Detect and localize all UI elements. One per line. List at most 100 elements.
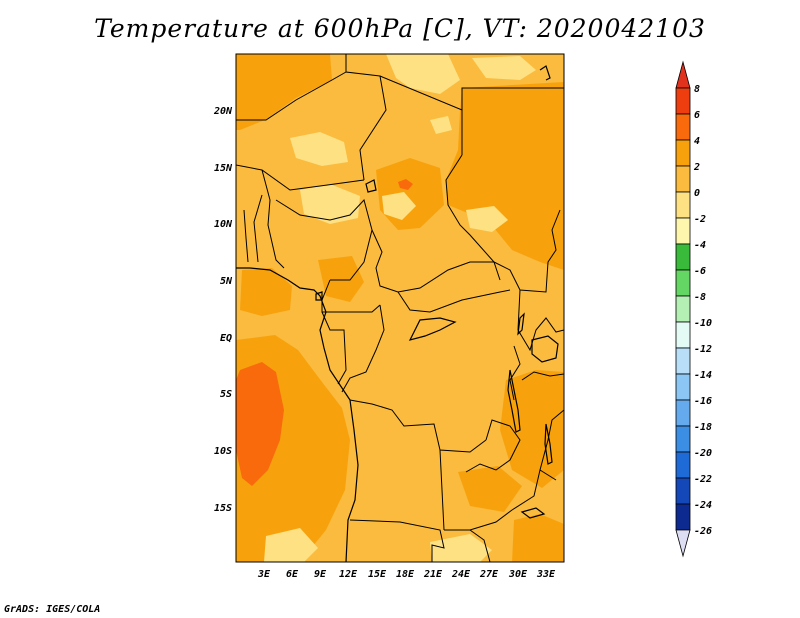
latitude-axis: 20N 15N 10N 5N EQ 5S 10S 15S xyxy=(213,106,233,514)
colorbar xyxy=(675,60,691,558)
border-namibia-botswana xyxy=(469,529,491,562)
coastlines xyxy=(236,65,559,562)
lon-label-6e: 6E xyxy=(286,569,299,580)
border-tanzania xyxy=(521,371,564,381)
colorbar-box-m26-m24 xyxy=(675,503,691,531)
shade-m2-0-sahara xyxy=(386,54,460,94)
border-cameroon-congo xyxy=(321,279,381,313)
shade-2-4-north xyxy=(236,54,332,130)
colorbar-box-6-8 xyxy=(675,87,691,115)
border-drc-angola xyxy=(349,399,487,453)
coast-bioko xyxy=(315,291,323,301)
lat-label-5s: 5S xyxy=(220,389,232,400)
colorbar-bottom-arrow xyxy=(675,529,691,558)
temperature-field xyxy=(236,54,564,562)
border-niger-chad xyxy=(359,75,387,181)
colorbar-box-m6-m4 xyxy=(675,243,691,271)
congo-river xyxy=(408,317,457,341)
lon-label-9e: 9E xyxy=(314,569,327,580)
shade-2-4-sudan xyxy=(446,82,564,270)
colorbar-label-6: 6 xyxy=(694,110,700,121)
colorbar-label-m14: -14 xyxy=(694,370,712,381)
colorbar-label-m18: -18 xyxy=(694,422,712,433)
colorbar-box-m18-m16 xyxy=(675,399,691,427)
lat-label-20n: 20N xyxy=(213,106,233,117)
shade-m2-0-sahel xyxy=(290,132,348,166)
lat-label-10s: 10S xyxy=(214,446,232,457)
colorbar-label-m6: -6 xyxy=(694,266,706,277)
shade-4-6-chad-spot xyxy=(398,179,413,190)
colorbar-box-m2-0 xyxy=(675,191,691,219)
colorbar-box-2-4 xyxy=(675,139,691,167)
colorbar-box-m24-m22 xyxy=(675,477,691,505)
shade-m2-0-southcentral xyxy=(430,534,492,562)
country-borders xyxy=(236,54,564,562)
border-mali-niger xyxy=(236,164,365,191)
lake-kariba xyxy=(520,507,546,519)
lat-label-10n: 10N xyxy=(214,219,233,230)
border-algeria-niger xyxy=(236,71,347,121)
colorbar-box-m8-m6 xyxy=(675,269,691,297)
border-rwanda-burundi xyxy=(509,345,521,401)
colorbar-box-m4-m2 xyxy=(675,217,691,245)
border-togo xyxy=(243,209,249,263)
colorbar-box-4-6 xyxy=(675,113,691,141)
border-angola-zambia xyxy=(439,449,445,531)
lon-label-24e: 24E xyxy=(451,569,471,580)
coast-west-africa xyxy=(236,267,359,562)
lon-label-18e: 18E xyxy=(396,569,415,580)
border-gabon xyxy=(321,311,347,385)
colorbar-box-m16-m14 xyxy=(675,373,691,401)
colorbar-label-m26: -26 xyxy=(694,526,712,537)
colorbar-label-m4: -4 xyxy=(694,240,706,251)
colorbar-label-2: 2 xyxy=(693,162,700,173)
border-nigeria-cameroon xyxy=(275,198,373,281)
lon-label-12e: 12E xyxy=(339,569,358,580)
border-libya-north xyxy=(345,54,564,111)
colorbar-label-m10: -10 xyxy=(694,318,712,329)
border-drc-zambia xyxy=(465,419,521,473)
longitude-axis: 3E 6E 9E 12E 15E 18E 21E 24E 27E 30E 33E xyxy=(257,569,556,580)
border-car-drc xyxy=(397,289,511,313)
shade-m2-0-saharan-patch xyxy=(430,116,452,134)
colorbar-label-4: 4 xyxy=(694,136,700,147)
shade-m2-0-south xyxy=(264,528,318,562)
colorbar-labels: 8 6 4 2 0 -2 -4 -6 -8 -10 -12 -14 -16 -1… xyxy=(693,84,712,537)
colorbar-label-m12: -12 xyxy=(694,344,712,355)
colorbar-label-m8: -8 xyxy=(694,292,706,303)
lake-victoria xyxy=(531,335,559,363)
lon-label-30e: 30E xyxy=(508,569,528,580)
shade-2-4-southeast xyxy=(512,514,564,562)
lon-label-27e: 27E xyxy=(479,569,499,580)
border-south-sudan xyxy=(493,209,561,293)
colorbar-box-m14-m12 xyxy=(675,347,691,375)
lake-malawi xyxy=(544,423,553,465)
colorbar-label-8: 8 xyxy=(694,84,700,95)
colorbar-box-m22-m20 xyxy=(675,451,691,479)
shade-4-6-angola-coast xyxy=(236,362,284,486)
colorbar-box-0-2 xyxy=(675,165,691,193)
shade-m2-0-sudan xyxy=(466,206,508,232)
lon-label-15e: 15E xyxy=(368,569,387,580)
colorbar-top-arrow xyxy=(675,60,691,89)
border-angola-namibia xyxy=(349,519,445,562)
lat-label-5n: 5N xyxy=(220,276,233,287)
lon-label-33e: 33E xyxy=(536,569,556,580)
colorbar-box-m10-m8 xyxy=(675,295,691,323)
lat-label-eq: EQ xyxy=(220,333,232,344)
grads-credit: GrADS: IGES/COLA xyxy=(4,604,101,615)
colorbar-label-m24: -24 xyxy=(694,500,712,511)
colorbar-label-m22: -22 xyxy=(694,474,712,485)
map-frame xyxy=(235,53,565,563)
lon-label-3e: 3E xyxy=(257,569,271,580)
lake-albert xyxy=(517,312,525,336)
map-title: Temperature at 600hPa [C], VT: 202004210… xyxy=(94,14,706,43)
colorbar-box-m20-m18 xyxy=(675,425,691,453)
coast-red-sea xyxy=(539,65,551,81)
colorbar-label-m16: -16 xyxy=(694,396,712,407)
lake-chad xyxy=(365,179,377,193)
lake-tanganyika xyxy=(507,369,521,433)
shade-m2-0-chad xyxy=(382,192,416,220)
border-benin xyxy=(253,194,263,263)
